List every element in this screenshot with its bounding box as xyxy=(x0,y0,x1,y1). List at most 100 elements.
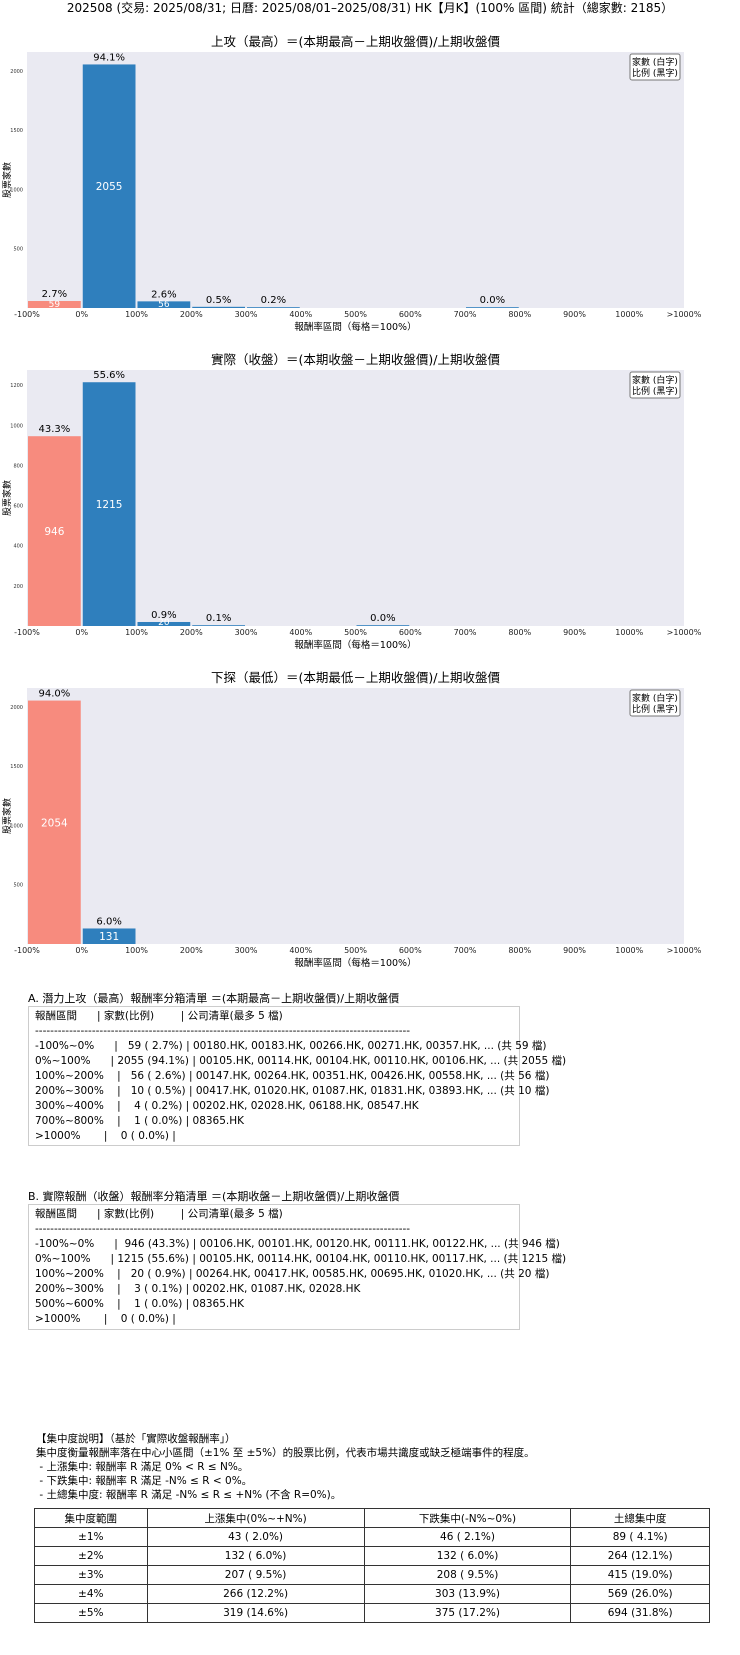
section-a-table: 報酬區間 | 家數(比例) | 公司清單(最多 5 檔) ------------… xyxy=(28,1006,566,1146)
bar-count-label: 2054 xyxy=(41,817,68,829)
table-header: 下跌集中(-N%~0%) xyxy=(363,1508,572,1528)
table-cell: 303 (13.9%) xyxy=(363,1584,572,1604)
section-b-line: >1000% | 0 ( 0.0%) | xyxy=(35,1313,176,1325)
table-cell: ±5% xyxy=(34,1603,148,1623)
table-header: 上漲集中(0%~+N%) xyxy=(146,1508,365,1528)
x-axis-label: 報酬率區間（每格＝100%） xyxy=(294,321,416,333)
x-tick-label: 0% xyxy=(75,946,88,955)
x-tick-label: >1000% xyxy=(667,628,702,637)
concentration-note-line: 【集中度說明】（基於「實際收盤報酬率」） xyxy=(36,1433,236,1445)
y-tick-label: 1000 xyxy=(10,423,23,429)
concentration-note-line: 集中度衡量報酬率落在中心小區間（±1% 至 ±5%）的股票比例，代表市場共識度或… xyxy=(36,1447,535,1459)
x-tick-label: 700% xyxy=(454,946,477,955)
x-tick-label: 1000% xyxy=(615,628,643,637)
y-tick-label: 500 xyxy=(13,247,23,253)
y-tick-label: 200 xyxy=(13,584,23,590)
y-tick-label: 2000 xyxy=(10,705,23,711)
x-tick-label: 900% xyxy=(563,310,586,319)
plot-area xyxy=(27,52,684,308)
y-tick-label: 2000 xyxy=(10,69,23,75)
bar xyxy=(82,382,136,626)
table-cell: 208 ( 9.5%) xyxy=(363,1565,572,1585)
concentration-note-line: - 上漲集中: 報酬率 R 滿足 0% < R ≤ N%。 xyxy=(36,1461,249,1473)
section-b-line: 報酬區間 | 家數(比例) | 公司清單(最多 5 檔) xyxy=(35,1208,283,1220)
chart-upward-high: 上攻（最高）＝(本期最高－上期收盤價)/上期收盤價 500 1000 1500 2000… xyxy=(1,34,702,333)
y-tick-label: 1500 xyxy=(10,764,23,770)
section-a-heading: A. 潛力上攻（最高）報酬率分箱清單 ＝(本期最高－上期收盤價)/上期收盤價 xyxy=(28,992,400,1005)
table-cell: 46 ( 2.1%) xyxy=(363,1527,572,1547)
bar-pct-label: 0.0% xyxy=(480,295,505,306)
x-tick-label: 200% xyxy=(180,628,203,637)
bar-pct-label: 0.9% xyxy=(151,610,176,621)
bar-pct-label: 2.6% xyxy=(151,289,176,300)
chart-title: 下探（最低）＝(本期最低－上期收盤價)/上期收盤價 xyxy=(211,670,500,685)
bar xyxy=(247,307,300,308)
bar-count-label: 20 xyxy=(158,618,170,628)
table-row: ±5% 319 (14.6%) 375 (17.2%) 694 (31.8%) xyxy=(34,1603,710,1623)
y-tick-label: 1200 xyxy=(10,383,23,389)
x-tick-label: 700% xyxy=(454,628,477,637)
x-tick-label: 600% xyxy=(399,946,422,955)
x-tick-label: 600% xyxy=(399,628,422,637)
bar-count-label: 2055 xyxy=(96,181,123,193)
y-axis-label: 股票家數 xyxy=(1,162,13,198)
concentration-note-line: - 下跌集中: 報酬率 R 滿足 -N% ≤ R < 0%。 xyxy=(36,1475,253,1487)
table-cell: ±1% xyxy=(34,1527,148,1547)
bar xyxy=(192,306,245,308)
concentration-note-line: - 土總集中度: 報酬率 R 滿足 -N% ≤ R ≤ +N% (不含 R=0%… xyxy=(36,1489,342,1501)
table-cell: 43 ( 2.0%) xyxy=(146,1527,365,1547)
legend-box xyxy=(629,53,681,81)
bar-pct-label: 2.7% xyxy=(42,289,67,300)
x-tick-label: 700% xyxy=(454,310,477,319)
bar-pct-label: 0.1% xyxy=(206,613,231,624)
bar-pct-label: 6.0% xyxy=(96,916,121,927)
x-tick-label: 300% xyxy=(235,628,258,637)
legend-count-label: 家數 (白字) xyxy=(632,692,678,704)
section-a-line: -100%~0% | 59 ( 2.7%) | 00180.HK, 00183.… xyxy=(35,1040,547,1052)
x-tick-label: 800% xyxy=(508,628,531,637)
legend-pct-label: 比例 (黑字) xyxy=(632,385,678,397)
y-tick-label: 600 xyxy=(13,504,23,510)
section-a-line: ----------------------------------------… xyxy=(35,1025,411,1037)
x-tick-label: 600% xyxy=(399,310,422,319)
x-tick-label: 400% xyxy=(289,310,312,319)
bar-count-label: 1215 xyxy=(96,499,123,511)
x-tick-label: 300% xyxy=(235,310,258,319)
legend-pct-label: 比例 (黑字) xyxy=(632,67,678,79)
y-tick-label: 400 xyxy=(13,544,23,550)
bar xyxy=(137,301,191,308)
legend-count-label: 家數 (白字) xyxy=(632,374,678,386)
plot-area xyxy=(27,370,684,626)
legend-pct-label: 比例 (黑字) xyxy=(632,703,678,715)
table-cell: 266 (12.2%) xyxy=(146,1584,365,1604)
x-tick-label: 500% xyxy=(344,310,367,319)
section-b-table: 報酬區間 | 家數(比例) | 公司清單(最多 5 檔) ------------… xyxy=(28,1204,567,1330)
bar-count-label: 946 xyxy=(44,526,64,538)
y-tick-label: 500 xyxy=(13,883,23,889)
y-axis-label: 股票家數 xyxy=(1,798,13,834)
table-cell: 89 ( 4.1%) xyxy=(570,1527,710,1547)
x-tick-label: 800% xyxy=(508,946,531,955)
x-axis-label: 報酬率區間（每格＝100%） xyxy=(294,957,416,969)
bar-pct-label: 94.0% xyxy=(38,689,70,700)
section-b-line: -100%~0% | 946 (43.3%) | 00106.HK, 00101… xyxy=(35,1238,560,1250)
x-tick-label: 200% xyxy=(180,310,203,319)
bar xyxy=(82,928,136,944)
table-cell: ±3% xyxy=(34,1565,148,1585)
x-tick-label: 900% xyxy=(563,628,586,637)
plot-area xyxy=(27,688,684,944)
bar-pct-label: 94.1% xyxy=(93,52,125,63)
chart-title: 上攻（最高）＝(本期最高－上期收盤價)/上期收盤價 xyxy=(211,34,500,49)
concentration-table: 集中度範圍 上漲集中(0%~+N%) 下跌集中(-N%~0%) 土總集中度 ±1% 43… xyxy=(34,1508,710,1623)
bar-count-label: 59 xyxy=(49,300,61,310)
x-tick-label: 100% xyxy=(125,628,148,637)
table-cell: 264 (12.1%) xyxy=(570,1546,710,1566)
table-row: ±1% 43 ( 2.0%) 46 ( 2.1%) 89 ( 4.1%) xyxy=(34,1527,710,1547)
chart-downward-low: 下探（最低）＝(本期最低－上期收盤價)/上期收盤價 500 1000 1500 2000… xyxy=(1,670,702,969)
x-tick-label: -100% xyxy=(14,628,40,637)
bar-pct-label: 43.3% xyxy=(38,424,70,435)
section-b-line: 100%~200% | 20 ( 0.9%) | 00264.HK, 00417… xyxy=(35,1268,550,1280)
x-tick-label: >1000% xyxy=(667,310,702,319)
section-b-line: 0%~100% | 1215 (55.6%) | 00105.HK, 00114… xyxy=(35,1253,567,1265)
legend-box xyxy=(629,371,681,399)
